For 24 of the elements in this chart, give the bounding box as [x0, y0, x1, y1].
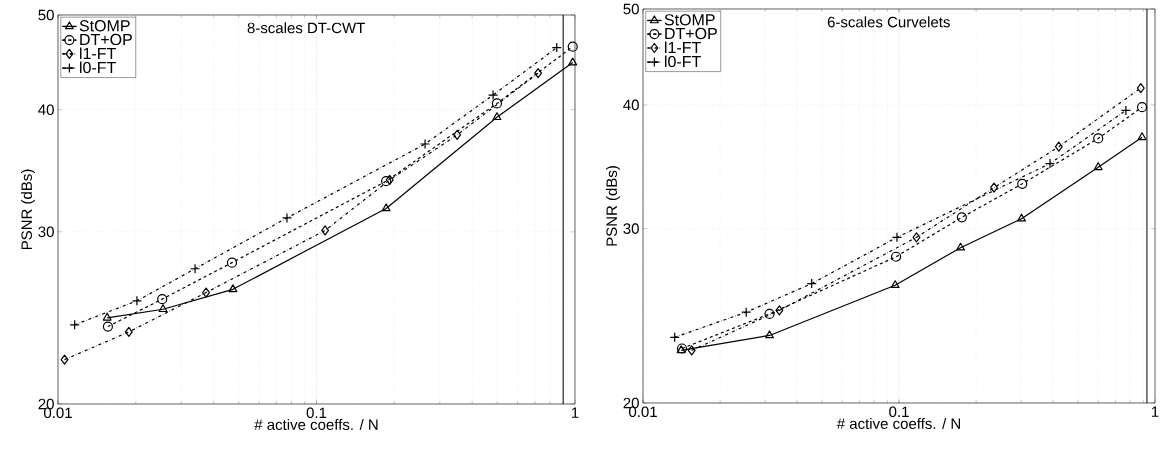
chart-title: 8-scales DT-CWT — [247, 22, 365, 34]
y-tick-label: 30 — [623, 223, 639, 234]
chart-title: 6-scales Curvelets — [827, 16, 950, 28]
legend-label: DT+OP — [80, 33, 132, 46]
legend-label: l1-FT — [665, 41, 701, 54]
legend-label: l0-FT — [80, 61, 116, 74]
x-axis-title: # active coeffs. / N — [836, 417, 961, 429]
legend-label: DT+OP — [665, 27, 717, 40]
x-tick-label: 1 — [571, 407, 579, 418]
x-tick-label: 0.1 — [306, 407, 327, 419]
x-tick-label: 1 — [1151, 406, 1159, 417]
y-tick-label: 30 — [38, 226, 54, 238]
legend-label: StOMP — [664, 14, 715, 26]
x-tick-label: 0.1 — [889, 406, 909, 418]
legend-label: l1-FT — [80, 47, 116, 60]
y-axis-title: PSNR (dBs) — [20, 169, 35, 250]
y-tick-label: 50 — [38, 9, 54, 21]
legend-label: l0-FT — [665, 55, 701, 68]
y-tick-label: 40 — [623, 99, 639, 111]
y-tick-label: 40 — [38, 104, 54, 116]
y-tick-label: 50 — [623, 3, 639, 15]
y-axis-title: PSNR (dBs) — [605, 166, 620, 246]
x-axis-title: # active coeffs. / N — [254, 418, 378, 430]
legend-label: StOMP — [79, 20, 130, 32]
